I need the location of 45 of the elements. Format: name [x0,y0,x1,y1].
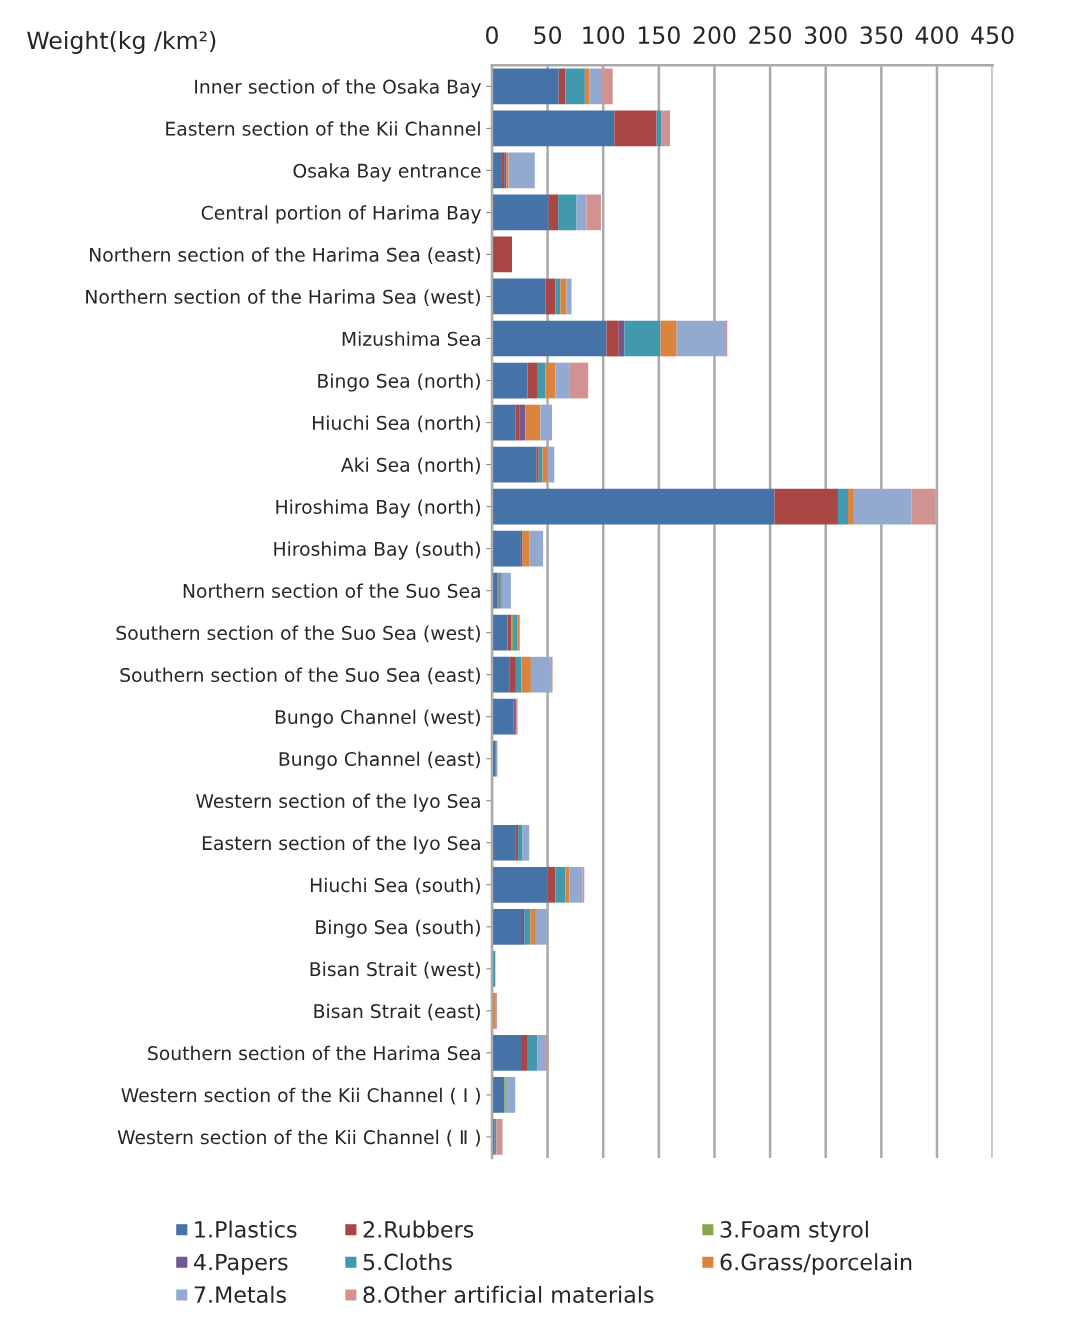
y-tick-label: Bisan Strait (east) [314,1003,480,1021]
y-tick-label: Northern section of the Harima Sea (west) [86,289,480,307]
x-tick-label: 200 [693,26,736,45]
legend-label: 8.Other artificial materials [363,1285,654,1304]
legend-label: 7.Metals [194,1285,286,1304]
y-tick-label: Eastern section of the Iyo Sea [202,835,480,854]
y-tick-label: Northern section of the Harima Sea (east) [90,247,480,265]
y-tick-label: Hiroshima Bay (north) [276,499,480,518]
x-tick-label: 0 [486,26,498,45]
y-tick-label: Inner section of the Osaka Bay [195,79,481,98]
legend-label: 5.Cloths [363,1253,452,1271]
y-tick-label: Western section of the Kii Channel ( Ⅰ ) [121,1087,480,1105]
y-tick-label: Bungo Channel (west) [275,709,480,728]
x-axis-title: Weight(kg /km²) [27,31,216,54]
y-tick-label: Eastern section of the Kii Channel [166,121,480,136]
y-tick-label: Hiuchi Sea (north) [313,415,480,433]
y-tick-label: Hiroshima Bay (south) [274,541,480,560]
x-tick-label: 300 [804,26,847,45]
y-tick-label: Bingo Sea (north) [318,373,480,392]
y-tick-label: Bingo Sea (south) [316,919,480,938]
y-tick-label: Central portion of Harima Bay [201,205,481,224]
y-tick-label: Northern section of the Suo Sea [183,583,480,599]
x-tick-label: 150 [638,26,680,45]
legend-label: 4.Papers [193,1253,288,1275]
legend-label: 6.Grass/porcelain [720,1253,912,1275]
y-tick-label: Aki Sea (north) [341,457,480,475]
y-tick-label: Bisan Strait (west) [310,961,480,979]
y-tick-label: Western section of the Iyo Sea [196,793,480,812]
legend-label: 3.Foam styrol [720,1220,868,1243]
x-tick-label: 400 [915,26,958,45]
x-tick-label: 50 [534,26,562,45]
x-tick-label: 350 [860,26,903,45]
y-tick-label: Bungo Channel (east) [279,751,480,770]
y-tick-label: Mizushima Sea [342,331,480,346]
y-tick-label: Osaka Bay entrance [293,163,481,182]
legend-label: 2.Rubbers [363,1220,474,1238]
legend-label: 1.Plastics [195,1220,297,1238]
x-tick-label: 100 [583,26,625,45]
x-tick-label: 450 [971,26,1014,45]
y-tick-label: Southern section of the Suo Sea (east) [120,667,480,685]
x-tick-label: 250 [749,26,792,45]
y-tick-label: Western section of the Kii Channel ( Ⅱ ) [117,1129,480,1147]
y-tick-label: Hiuchi Sea (south) [310,877,480,895]
y-tick-label: Southern section of the Harima Sea [148,1045,480,1061]
y-tick-label: Southern section of the Suo Sea (west) [116,625,480,643]
